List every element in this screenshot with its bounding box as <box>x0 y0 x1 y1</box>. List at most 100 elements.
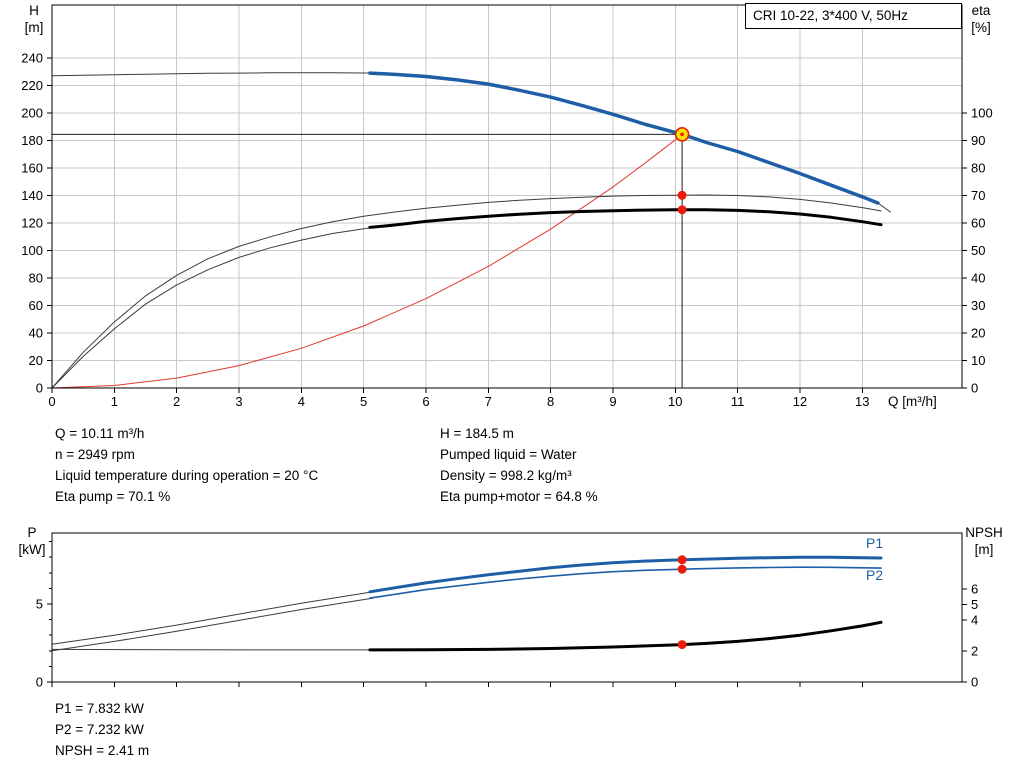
info-line-eta-pump-motor: Eta pump+motor = 64.8 % <box>440 489 598 504</box>
p1-curve <box>368 555 883 594</box>
right-axis-tick-label: 50 <box>971 243 985 258</box>
right-axis-tick-label: 10 <box>971 353 985 368</box>
right-axis-tick-label: 90 <box>971 133 985 148</box>
info-line-q: Q = 10.11 m³/h <box>55 426 145 441</box>
left-axis-tick-label: 200 <box>21 105 43 120</box>
x-axis-tick-label: 7 <box>485 394 492 409</box>
left-axis-tick-label: 20 <box>29 353 43 368</box>
x-axis-tick-label: 1 <box>111 394 118 409</box>
eta-pump-motor-curve <box>368 208 883 229</box>
npsh-axis-unit: [m] <box>974 542 994 557</box>
q-axis-label: Q [m³/h] <box>888 394 937 409</box>
right-axis-tick-label: 0 <box>971 675 978 690</box>
p-axis-unit: [kW] <box>18 542 46 557</box>
result-line-p2: P2 = 7.232 kW <box>55 722 144 737</box>
left-axis-tick-label: 5 <box>36 596 43 611</box>
p1-curve-thin <box>51 591 374 645</box>
p2-curve-label: P2 <box>866 567 884 583</box>
eta-axis-label: eta [%] <box>964 2 998 36</box>
left-axis-tick-label: 60 <box>29 298 43 313</box>
left-axis-tick-label: 100 <box>21 243 43 258</box>
eta-pump-motor-curve-thin <box>51 226 374 389</box>
left-axis-tick-label: 140 <box>21 188 43 203</box>
h-axis-label: H [m] <box>18 2 50 36</box>
p-axis-label: P [kW] <box>12 524 52 558</box>
p2-curve-thin <box>51 597 374 652</box>
x-axis-tick-label: 6 <box>422 394 429 409</box>
qh-curve-end-thin <box>877 202 891 213</box>
result-line-npsh: NPSH = 2.41 m <box>55 743 150 758</box>
h-axis-symbol: H <box>29 3 39 18</box>
operating-data-right: H = 184.5 m Pumped liquid = Water Densit… <box>440 423 598 507</box>
result-block: P1 = 7.832 kW P2 = 7.232 kW NPSH = 2.41 … <box>55 698 149 761</box>
p1-marker <box>677 555 687 565</box>
info-line-temperature: Liquid temperature during operation = 20… <box>55 468 319 483</box>
right-axis-tick-label: 60 <box>971 216 985 231</box>
right-axis-tick-label: 30 <box>971 298 985 313</box>
chart-title-box: CRI 10-22, 3*400 V, 50Hz <box>745 3 962 29</box>
eta-axis-unit: [%] <box>971 20 991 35</box>
npsh-curve <box>368 620 883 652</box>
x-axis-tick-label: 9 <box>609 394 616 409</box>
h-axis-unit: [m] <box>24 20 44 35</box>
x-axis-tick-label: 10 <box>668 394 682 409</box>
qh-curve <box>368 71 880 205</box>
right-axis-tick-label: 0 <box>971 381 978 396</box>
info-line-h: H = 184.5 m <box>440 426 514 441</box>
right-axis-tick-label: 20 <box>971 326 985 341</box>
right-axis-tick-label: 6 <box>971 581 978 596</box>
x-axis-tick-label: 12 <box>793 394 807 409</box>
right-axis-tick-label: 4 <box>971 612 978 627</box>
p2-marker <box>677 564 687 574</box>
info-line-n: n = 2949 rpm <box>55 447 135 462</box>
left-axis-tick-label: 40 <box>29 325 43 340</box>
x-axis-tick-label: 13 <box>855 394 869 409</box>
qh-eta-chart: 0 1 2 3 4 5 6 7 8 9 10 11 12 130204060801001201401601… <box>21 4 993 409</box>
info-line-liquid: Pumped liquid = Water <box>440 447 577 462</box>
npsh-marker <box>677 640 687 650</box>
left-axis-tick-label: 0 <box>36 675 43 690</box>
x-axis-tick-label: 3 <box>235 394 242 409</box>
right-axis-tick-label: 70 <box>971 188 985 203</box>
right-axis-tick-label: 2 <box>971 643 978 658</box>
npsh-curve-thin <box>51 648 374 651</box>
plot-border <box>51 4 963 389</box>
left-axis-tick-label: 240 <box>21 50 43 65</box>
x-axis-tick-label: 4 <box>298 394 305 409</box>
left-axis-tick-label: 80 <box>29 270 43 285</box>
x-axis-tick-label: 11 <box>731 394 745 409</box>
eta-pump-marker <box>677 190 687 200</box>
x-axis-tick-label: 5 <box>360 394 367 409</box>
x-axis-tick-label: 0 <box>48 394 55 409</box>
npsh-axis-symbol: NPSH <box>965 525 1003 540</box>
operating-data-left: Q = 10.11 m³/h n = 2949 rpm Liquid tempe… <box>55 423 318 507</box>
left-axis-tick-label: 180 <box>21 133 43 148</box>
eta-pump-motor-marker <box>677 205 687 215</box>
x-axis-tick-label: 8 <box>547 394 554 409</box>
x-axis-tick-label: 2 <box>173 394 180 409</box>
plot-border <box>51 532 963 683</box>
npsh-axis-label: NPSH [m] <box>958 524 1010 558</box>
system-curve <box>51 133 683 389</box>
info-line-density: Density = 998.2 kg/m³ <box>440 468 572 483</box>
result-line-p1: P1 = 7.832 kW <box>55 701 144 716</box>
p1-curve-label: P1 <box>866 535 884 551</box>
left-axis-tick-label: 160 <box>21 160 43 175</box>
right-axis-tick-label: 40 <box>971 271 985 286</box>
eta-axis-symbol: eta <box>971 3 991 18</box>
right-axis-tick-label: 100 <box>971 106 993 121</box>
p-axis-symbol: P <box>27 525 37 540</box>
right-axis-tick-label: 80 <box>971 161 985 176</box>
left-axis-tick-label: 0 <box>36 381 43 396</box>
chart-title: CRI 10-22, 3*400 V, 50Hz <box>753 8 908 23</box>
duty-point-marker-center <box>680 132 684 137</box>
qh-curve-thin <box>51 72 377 77</box>
left-axis-tick-label: 120 <box>21 215 43 230</box>
info-line-eta-pump: Eta pump = 70.1 % <box>55 489 171 504</box>
right-axis-tick-label: 5 <box>971 597 978 612</box>
left-axis-tick-label: 220 <box>21 78 43 93</box>
p2-curve <box>369 566 882 599</box>
eta-pump-curve <box>51 194 882 389</box>
